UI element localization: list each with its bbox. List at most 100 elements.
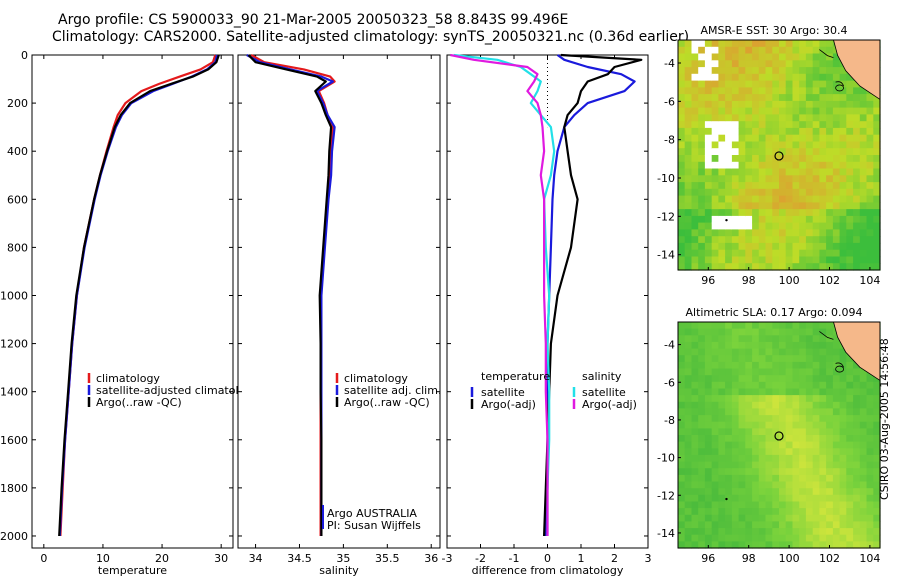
- map-cell: [691, 388, 699, 396]
- map-cell: [704, 348, 713, 356]
- map-cell: [846, 408, 854, 416]
- y-tick-label: 1600: [0, 434, 28, 447]
- map-cell: [839, 182, 847, 190]
- map-cell: [792, 435, 800, 443]
- y-tick-label: -10: [657, 452, 675, 465]
- legend-label: satellite adj. clim.: [344, 384, 441, 397]
- map-cell: [758, 148, 767, 156]
- map-cell: [832, 341, 841, 350]
- map-cell: [704, 53, 713, 61]
- map-cell: [758, 182, 767, 190]
- map-cell: [859, 501, 868, 509]
- map-cell: [772, 355, 780, 363]
- map-cell: [698, 80, 706, 88]
- map-cell: [792, 322, 800, 330]
- map-cell: [805, 468, 814, 476]
- map-cell: [772, 488, 780, 496]
- map-cell: [725, 355, 733, 363]
- map-cell: [859, 182, 868, 190]
- map-cell: [826, 328, 834, 336]
- map-cell: [812, 401, 820, 409]
- map-cell: [704, 328, 713, 336]
- y-tick-label: 600: [7, 193, 28, 206]
- map-cell: [826, 348, 834, 356]
- map-cell: [853, 236, 861, 244]
- map-cell: [805, 474, 814, 483]
- map-cell: [738, 222, 746, 230]
- map-cell: [839, 222, 847, 230]
- map-cell: [866, 395, 874, 403]
- map-cell: [819, 355, 827, 363]
- map-cell: [698, 448, 706, 456]
- map-cell: [853, 148, 861, 156]
- map-cell: [725, 454, 733, 463]
- map-cell: [738, 107, 746, 115]
- map-cell: [758, 441, 767, 449]
- map-cell: [812, 514, 820, 522]
- map-cell: [805, 107, 814, 115]
- map-cell: [738, 428, 746, 436]
- series-line-salinity-argo-adj-: [450, 53, 549, 536]
- map-cell: [711, 381, 719, 389]
- map-cell: [772, 528, 780, 536]
- map-cell: [725, 161, 733, 170]
- map-cell: [704, 209, 713, 217]
- map-cell: [698, 328, 706, 336]
- map-cell: [772, 256, 780, 264]
- map-cell: [704, 461, 713, 469]
- map-cell: [725, 415, 733, 423]
- map-cell: [846, 508, 854, 516]
- map-cell: [711, 534, 719, 542]
- map-cell: [812, 155, 820, 163]
- map-cell: [779, 209, 787, 217]
- map-cell: [866, 148, 874, 156]
- map-cell: [772, 501, 780, 509]
- map-cell: [859, 222, 868, 230]
- map-cell: [853, 195, 861, 203]
- map-cell: [711, 100, 719, 109]
- map-cell: [684, 514, 692, 522]
- map-cell: [826, 481, 834, 489]
- map-cell: [859, 148, 868, 156]
- map-cell: [725, 229, 733, 237]
- map-cell: [799, 182, 807, 190]
- map-cell: [765, 188, 773, 197]
- map-cell: [819, 100, 827, 109]
- map-cell: [704, 195, 713, 203]
- map-cell: [812, 53, 820, 61]
- map-cell: [866, 454, 874, 463]
- map-cell: [704, 100, 713, 109]
- map-cell: [832, 141, 841, 149]
- map-cell: [846, 256, 854, 264]
- map-cell: [839, 148, 847, 156]
- map-cell: [765, 127, 773, 136]
- map-cell: [772, 134, 780, 143]
- map-cell: [718, 361, 726, 370]
- map-cell: [846, 148, 854, 156]
- map-cell: [765, 263, 773, 271]
- map-cell: [826, 448, 834, 456]
- map-cell: [812, 474, 820, 483]
- map-cell: [853, 107, 861, 115]
- map-cell: [839, 514, 847, 522]
- map-cell: [805, 94, 814, 102]
- map-cell: [819, 46, 827, 55]
- map-cell: [738, 60, 746, 68]
- map-cell: [853, 263, 861, 271]
- annotation-text: PI: Susan Wijffels: [327, 519, 421, 532]
- map-cell: [873, 388, 881, 396]
- map-cell: [779, 328, 787, 336]
- map-cell: [711, 188, 719, 197]
- map-cell: [711, 141, 719, 149]
- map-cell: [765, 441, 773, 449]
- map-cell: [678, 60, 686, 68]
- map-cell: [752, 222, 760, 230]
- map-cell: [718, 441, 726, 449]
- map-cell: [745, 134, 753, 143]
- map-cell: [819, 67, 827, 75]
- map-cell: [772, 242, 780, 251]
- map-cell: [826, 421, 834, 429]
- map-cell: [758, 341, 767, 350]
- map-cell: [853, 182, 861, 190]
- map-cell: [772, 322, 780, 330]
